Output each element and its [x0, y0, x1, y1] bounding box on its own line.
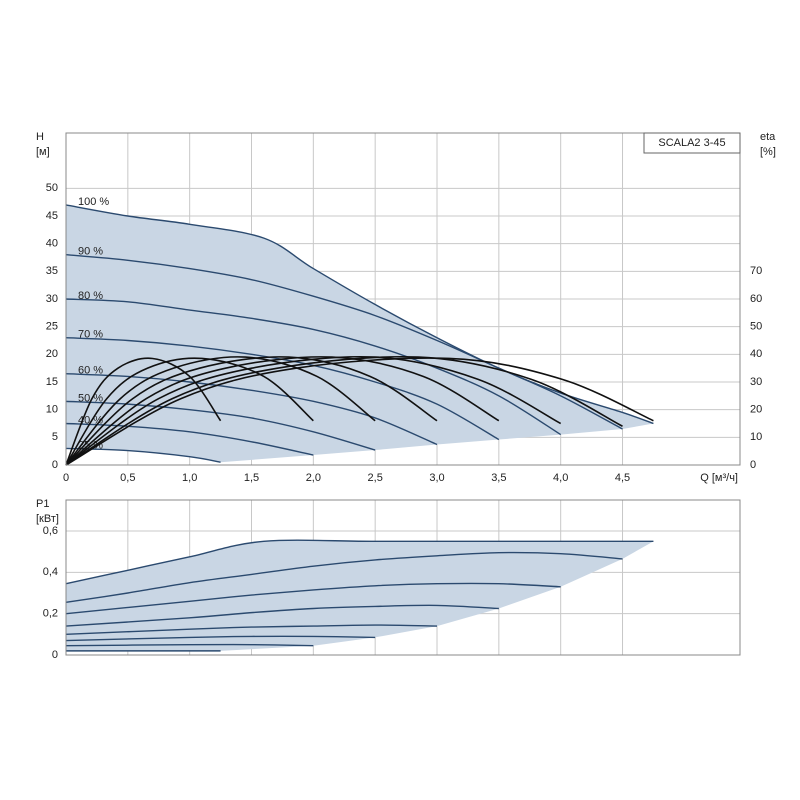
speed-curve	[65, 635, 376, 642]
speed-curve	[65, 400, 376, 451]
speed-curve	[65, 604, 499, 627]
efficiency-curve	[65, 357, 314, 466]
title-box	[643, 132, 741, 154]
y-tick-label: 10	[46, 404, 58, 416]
series-label: 50 %	[78, 392, 103, 404]
x-tick-label: 2,5	[368, 472, 383, 484]
series-label: 70 %	[78, 329, 103, 341]
efficiency-curve	[65, 355, 623, 466]
y-tick-label: 15	[46, 376, 58, 388]
y-tick-label: 0	[52, 649, 58, 661]
speed-curve	[65, 373, 438, 446]
y-tick-label: 20	[46, 348, 58, 360]
speed-curve	[65, 643, 314, 647]
efficiency-curve	[65, 357, 222, 466]
plot-frame	[65, 499, 741, 656]
x-tick-label: 3,5	[491, 472, 506, 484]
y2-tick-label: 20	[750, 404, 762, 416]
series-label: 80 %	[78, 290, 103, 302]
operating-range	[66, 540, 654, 655]
y-tick-label: 35	[46, 265, 58, 277]
chart-title: SCALA2 3-45	[658, 137, 725, 149]
plot-frame	[65, 132, 741, 466]
y-tick-label: 40	[46, 238, 58, 250]
speed-curve	[65, 422, 314, 456]
y-tick-label: 0	[52, 459, 58, 471]
efficiency-curve	[65, 356, 438, 466]
x-tick-label: 4,5	[615, 472, 630, 484]
x-tick-label: 0	[63, 472, 69, 484]
y-tick-label: 50	[46, 182, 58, 194]
series-label: 100 %	[78, 196, 109, 208]
speed-curve	[65, 298, 562, 436]
speed-curve	[65, 551, 623, 603]
speed-curve	[65, 254, 623, 430]
y2-tick-label: 10	[750, 431, 762, 443]
y2-axis-label: eta	[760, 131, 776, 143]
y-tick-label: 0,4	[43, 566, 58, 578]
series-label: 60 %	[78, 365, 103, 377]
x-tick-label: 2,0	[306, 472, 321, 484]
y-tick-label: 5	[52, 431, 58, 443]
y-axis-label: [м]	[36, 146, 50, 158]
efficiency-curve	[65, 355, 562, 466]
speed-curve	[65, 204, 654, 425]
efficiency-curve	[65, 357, 654, 466]
y-tick-label: 25	[46, 321, 58, 333]
y-axis-label: P1	[36, 498, 49, 510]
efficiency-curve	[65, 356, 376, 466]
y2-tick-label: 50	[750, 321, 762, 333]
y2-tick-label: 30	[750, 376, 762, 388]
speed-curve	[65, 582, 561, 615]
y2-tick-label: 40	[750, 348, 762, 360]
speed-curve	[65, 624, 438, 636]
x-tick-label: 3,0	[429, 472, 444, 484]
y-tick-label: 45	[46, 210, 58, 222]
y2-axis-label: [%]	[760, 146, 776, 158]
y2-tick-label: 60	[750, 293, 762, 305]
x-tick-label: 1,0	[182, 472, 197, 484]
y-axis-label: H	[36, 131, 44, 143]
x-tick-label: 0,5	[120, 472, 135, 484]
y2-tick-label: 70	[750, 265, 762, 277]
y-tick-label: 30	[46, 293, 58, 305]
y-axis-label: [кВт]	[36, 513, 59, 525]
y2-tick-label: 0	[750, 459, 756, 471]
efficiency-curve	[65, 356, 500, 466]
x-axis-label: Q [м³/ч]	[700, 472, 738, 484]
x-tick-label: 4,0	[553, 472, 568, 484]
y-tick-label: 0,2	[43, 608, 58, 620]
y-tick-label: 0,6	[43, 525, 58, 537]
series-label: 90 %	[78, 246, 103, 258]
x-tick-label: 1,5	[244, 472, 259, 484]
speed-curve	[65, 539, 654, 585]
